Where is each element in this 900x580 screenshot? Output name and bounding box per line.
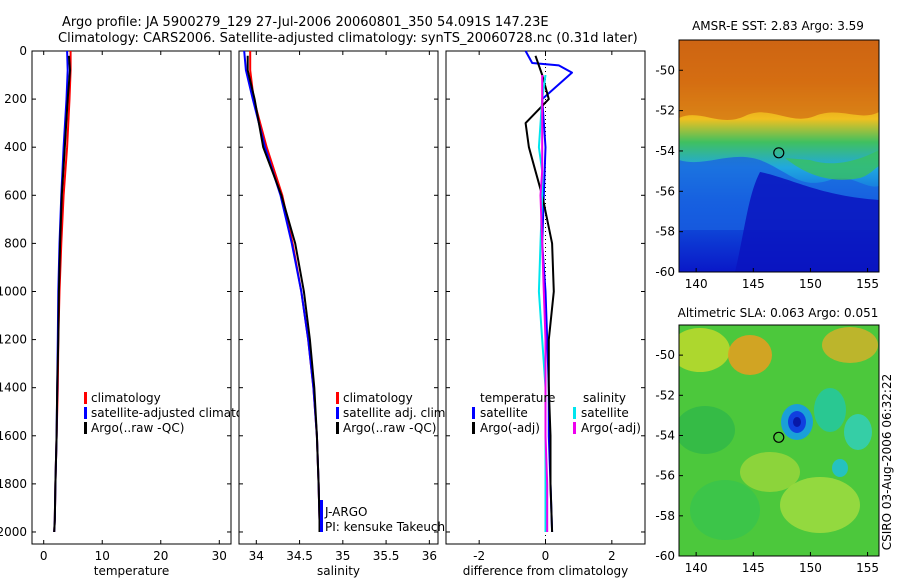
temperature-xtick-label: 20 xyxy=(153,549,168,563)
depth-tick-label: 1800 xyxy=(0,477,27,491)
temperature-panel: 0 10 20 30 0 200 400 600 800 1000 1200 1400 1600 1800… xyxy=(0,44,269,578)
temperature-legend-item: Argo(..raw -QC) xyxy=(91,421,184,435)
salinity-panel: 34 34.5 35 35.5 36 salinity climatologysatelli… xyxy=(238,50,449,578)
difference-xtick-label: 0 xyxy=(542,549,550,563)
side-timestamp: CSIRO 03-Aug-2006 06:32:22 xyxy=(880,374,894,550)
pi-marker xyxy=(320,500,323,532)
salinity-legend-swatch xyxy=(336,422,339,434)
sla_map-xtick-label: 150 xyxy=(799,561,822,575)
sst-map-title: AMSR-E SST: 2.83 Argo: 3.59 xyxy=(692,19,864,33)
sst_map-ytick-label: -52 xyxy=(655,104,675,118)
sst_map-frame xyxy=(678,39,880,273)
sst_map-xtick-label: 155 xyxy=(856,277,879,291)
sla_map-ytick-label: -50 xyxy=(655,348,675,362)
depth-tick-label: 400 xyxy=(4,140,27,154)
difference-xlabel: difference from climatology xyxy=(463,564,629,578)
depth-tick-label: 600 xyxy=(4,188,27,202)
temperature-series-argo---raw--qc- xyxy=(53,55,71,533)
temperature-xlabel: temperature xyxy=(94,564,169,578)
temperature-legend-item: climatology xyxy=(91,391,161,405)
difference-legend-swatch xyxy=(573,407,576,419)
depth-tick-label: 1000 xyxy=(0,284,27,298)
difference-legend-item: Argo(-adj) xyxy=(480,421,540,435)
sla_map-ytick-label: -56 xyxy=(655,469,675,483)
difference-legend-item: Argo(-adj) xyxy=(581,421,641,435)
depth-tick-label: 800 xyxy=(4,236,27,250)
salinity-legend-item: Argo(..raw -QC) xyxy=(343,421,436,435)
difference-xtick-label: -2 xyxy=(473,549,485,563)
sla_map-ytick-label: -52 xyxy=(655,388,675,402)
difference-xtick-label: 2 xyxy=(608,549,616,563)
sla_map-ytick-label: -58 xyxy=(655,509,675,523)
difference-series-salinity-argo--adj- xyxy=(539,75,549,532)
depth-tick-label: 1400 xyxy=(0,381,27,395)
sla_map-frame xyxy=(678,324,880,557)
salinity-legend-item: climatology xyxy=(343,391,413,405)
difference-series-salinity-satellite xyxy=(537,74,547,532)
sst_map-ytick-label: -56 xyxy=(655,184,675,198)
salinity-xtick-label: 35 xyxy=(335,549,350,563)
depth-tick-label: 2000 xyxy=(0,525,27,539)
sla_map-xtick-label: 155 xyxy=(856,561,879,575)
difference-series-temperature-satellite xyxy=(524,50,573,533)
depth-tick-label: 200 xyxy=(4,92,27,106)
salinity-xtick-label: 36 xyxy=(422,549,437,563)
difference-legend-swatch xyxy=(573,422,576,434)
sst_map-xtick-label: 145 xyxy=(742,277,765,291)
sla_map-xtick-label: 140 xyxy=(685,561,708,575)
sst_map-ytick-label: -50 xyxy=(655,63,675,77)
difference-series-temperature-argo--adj- xyxy=(524,55,555,533)
salinity-xtick-label: 34 xyxy=(249,549,264,563)
temperature-legend-swatch xyxy=(84,422,87,434)
sst_map-xtick-label: 140 xyxy=(685,277,708,291)
title-line-1: Argo profile: JA 5900279_129 27-Jul-2006… xyxy=(62,15,549,30)
difference-legend-swatch xyxy=(472,407,475,419)
salinity-legend-swatch xyxy=(336,392,339,404)
difference-legend-item: satellite xyxy=(480,406,528,420)
salinity-xtick-label: 35.5 xyxy=(373,549,400,563)
temperature-xtick-label: 10 xyxy=(95,549,110,563)
difference-legend-title: temperature xyxy=(480,391,555,405)
float-position-marker xyxy=(773,147,785,159)
sst-map-axes: 140 145 150 155 -50 -52 -54 -56 -58 -60 xyxy=(655,39,880,291)
float-position-marker xyxy=(773,431,785,443)
sla_map-ytick-label: -54 xyxy=(655,428,675,442)
title-line-2: Climatology: CARS2006. Satellite-adjuste… xyxy=(58,31,638,46)
salinity-xlabel: salinity xyxy=(317,564,360,578)
salinity-xtick-label: 34.5 xyxy=(286,549,313,563)
temperature-xtick-label: 30 xyxy=(212,549,227,563)
salinity-legend-item: satellite adj. clim. xyxy=(343,406,449,420)
sst_map-ytick-label: -60 xyxy=(655,265,675,279)
sst_map-ytick-label: -54 xyxy=(655,144,675,158)
temperature-legend-swatch xyxy=(84,392,87,404)
sla_map-ytick-label: -60 xyxy=(655,549,675,563)
difference-legend-item: satellite xyxy=(581,406,629,420)
depth-tick-label: 1200 xyxy=(0,333,27,347)
difference-legend-swatch xyxy=(472,422,475,434)
salinity-annotation: PI: kensuke Takeuchi xyxy=(325,520,448,534)
temperature-xtick-label: 0 xyxy=(40,549,48,563)
salinity-series-argo---raw--qc- xyxy=(246,55,321,532)
sst_map-xtick-label: 150 xyxy=(799,277,822,291)
temperature-frame xyxy=(31,50,232,545)
sla-map-image xyxy=(679,325,879,556)
difference-legend-title: salinity xyxy=(583,391,626,405)
sst-map-image xyxy=(679,40,879,272)
depth-tick-label: 1600 xyxy=(0,429,27,443)
salinity-frame xyxy=(238,50,439,545)
sla-map-title: Altimetric SLA: 0.063 Argo: 0.051 xyxy=(678,306,879,320)
temperature-legend-swatch xyxy=(84,407,87,419)
sla_map-xtick-label: 145 xyxy=(742,561,765,575)
salinity-annotation: J-ARGO xyxy=(324,505,367,519)
sst_map-ytick-label: -58 xyxy=(655,225,675,239)
depth-tick-label: 0 xyxy=(19,44,27,58)
salinity-legend-swatch xyxy=(336,407,339,419)
temperature-legend-item: satellite-adjusted climatology xyxy=(91,406,269,420)
sla-map-axes: 140 145 150 155 -50 -52 -54 -56 -58 -60 xyxy=(655,324,880,575)
